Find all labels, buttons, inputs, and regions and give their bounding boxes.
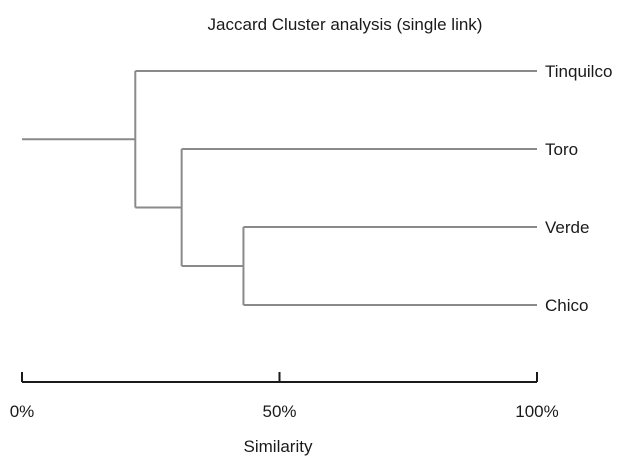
x-axis-label: Similarity [244,437,313,456]
leaf-label-verde: Verde [545,218,589,237]
leaf-label-chico: Chico [545,296,588,315]
dendrogram-branches [22,70,537,306]
x-tick-label-100: 100% [515,402,558,421]
leaf-label-tinquilco: Tinquilco [545,62,612,81]
x-tick-label-0: 0% [10,402,35,421]
leaf-labels: Tinquilco Toro Verde Chico [545,62,612,315]
leaf-label-toro: Toro [545,140,578,159]
x-axis: 0% 50% 100% [10,372,559,421]
chart-title: Jaccard Cluster analysis (single link) [208,15,483,34]
x-tick-label-50: 50% [262,402,296,421]
